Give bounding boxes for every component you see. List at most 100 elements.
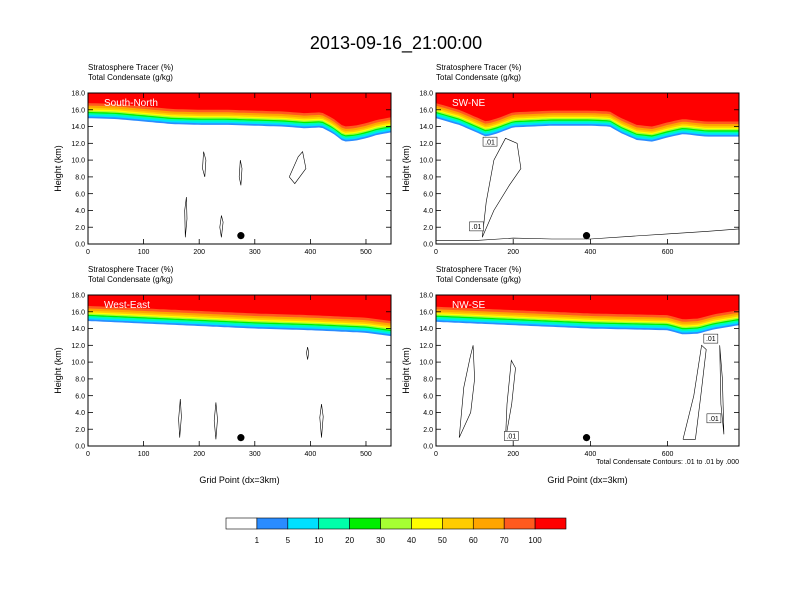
tracer-band-9 bbox=[436, 295, 739, 320]
panel-south-north: Stratosphere Tracer (%)Total Condensate … bbox=[53, 63, 392, 256]
y-tick-label: 0.0 bbox=[75, 444, 85, 451]
y-tick-label: 8.0 bbox=[423, 376, 433, 383]
condensate-contour-2 bbox=[306, 346, 310, 360]
panel-west-east: Stratosphere Tracer (%)Total Condensate … bbox=[53, 265, 392, 485]
location-marker bbox=[237, 434, 245, 442]
fill-field-label: Stratosphere Tracer (%) bbox=[88, 265, 174, 274]
colorbar-swatch bbox=[256, 517, 289, 530]
x-tick-label: 400 bbox=[585, 249, 597, 256]
x-tick-label: 200 bbox=[507, 249, 519, 256]
panel-name: NW-SE bbox=[452, 300, 485, 311]
y-tick-label: 18.0 bbox=[419, 91, 433, 98]
panel-frame bbox=[87, 294, 392, 447]
y-tick-label: 14.0 bbox=[419, 326, 433, 333]
colorbar-swatch bbox=[380, 517, 412, 530]
contour-label: .01 bbox=[472, 224, 482, 231]
y-tick-label: 2.0 bbox=[423, 225, 433, 232]
y-axis-label: Height (km) bbox=[401, 145, 411, 192]
y-tick-label: 6.0 bbox=[75, 191, 85, 198]
contour-label-box bbox=[703, 333, 719, 344]
condensate-contour-2 bbox=[682, 344, 707, 440]
colorbar: 1 5 10 20 30 40 50 60 70 100 bbox=[225, 517, 567, 545]
y-tick-label: 4.0 bbox=[75, 410, 85, 417]
condensate-contour-4 bbox=[289, 151, 307, 185]
contour-label-box bbox=[469, 221, 484, 232]
y-tick-label: 8.0 bbox=[423, 174, 433, 181]
y-tick-label: 6.0 bbox=[423, 393, 433, 400]
y-tick-label: 18.0 bbox=[419, 293, 433, 300]
contour-field-label: Total Condensate (g/kg) bbox=[436, 73, 521, 82]
colorbar-label: 100 bbox=[528, 536, 542, 545]
colorbar-label: 20 bbox=[345, 536, 354, 545]
y-tick-label: 10.0 bbox=[419, 158, 433, 165]
panel-nw-se: Stratosphere Tracer (%) Total Condensate … bbox=[401, 265, 740, 485]
contour-info: Total Condensate Contours: .01 to .01 by… bbox=[596, 459, 739, 466]
colorbar-label: 30 bbox=[376, 536, 385, 545]
tracer-band-9 bbox=[88, 295, 391, 321]
colorbar-swatch bbox=[411, 517, 443, 530]
y-tick-label: 12.0 bbox=[71, 343, 85, 350]
contour-label: .01 bbox=[485, 139, 495, 146]
y-tick-label: 8.0 bbox=[75, 174, 85, 181]
condensate-contour-1 bbox=[238, 160, 243, 186]
colorbar-label: 1 bbox=[255, 536, 260, 545]
y-tick-label: 0.0 bbox=[75, 242, 85, 249]
y-tick-label: 6.0 bbox=[423, 191, 433, 198]
y-tick-label: 10.0 bbox=[419, 360, 433, 367]
contour-field-label: Total Condensate (g/kg) bbox=[88, 275, 173, 284]
x-tick-label: 0 bbox=[434, 451, 438, 458]
chart-title: 2013-09-16_21:00:00 bbox=[310, 33, 482, 54]
x-axis-label: Grid Point (dx=3km) bbox=[547, 475, 627, 485]
panel-name: West-East bbox=[104, 300, 150, 311]
panel-frame bbox=[87, 92, 392, 245]
condensate-contour-0 bbox=[482, 137, 522, 238]
fill-field-label: Stratosphere Tracer (%) bbox=[436, 265, 522, 274]
colorbar-label: 10 bbox=[314, 536, 323, 545]
y-axis-label: Height (km) bbox=[53, 145, 63, 192]
panel-frame bbox=[435, 92, 740, 245]
x-tick-label: 600 bbox=[662, 451, 674, 458]
colorbar-label: 5 bbox=[286, 536, 291, 545]
y-tick-label: 2.0 bbox=[423, 427, 433, 434]
y-tick-label: 14.0 bbox=[71, 326, 85, 333]
fill-field-label: Stratosphere Tracer (%) bbox=[436, 63, 522, 72]
contour-label: .01 bbox=[506, 434, 516, 441]
fill-field-label: Stratosphere Tracer (%) bbox=[88, 63, 174, 72]
y-tick-label: 12.0 bbox=[419, 343, 433, 350]
y-tick-label: 0.0 bbox=[423, 444, 433, 451]
x-tick-label: 0 bbox=[86, 451, 90, 458]
contour-field-label: Total Condensate (g/kg) bbox=[88, 73, 173, 82]
y-tick-label: 18.0 bbox=[71, 293, 85, 300]
x-axis-label: Grid Point (dx=3km) bbox=[199, 475, 279, 485]
y-tick-label: 10.0 bbox=[71, 360, 85, 367]
x-tick-label: 400 bbox=[585, 451, 597, 458]
x-tick-label: 0 bbox=[434, 249, 438, 256]
x-tick-label: 400 bbox=[305, 451, 317, 458]
x-tick-label: 500 bbox=[360, 451, 372, 458]
y-axis-label: Height (km) bbox=[401, 347, 411, 394]
y-tick-label: 14.0 bbox=[71, 124, 85, 131]
contour-label-box bbox=[706, 413, 722, 424]
plot-area bbox=[88, 295, 391, 446]
y-tick-label: 16.0 bbox=[419, 107, 433, 114]
x-tick-label: 600 bbox=[662, 249, 674, 256]
y-tick-label: 0.0 bbox=[423, 242, 433, 249]
plot-area: .01 .01 .01 bbox=[436, 295, 739, 446]
x-tick-label: 200 bbox=[193, 451, 205, 458]
x-tick-label: 200 bbox=[193, 249, 205, 256]
panel-name: South-North bbox=[104, 98, 158, 109]
plot-area: .01 .01 bbox=[436, 93, 739, 244]
condensate-contour-0 bbox=[202, 151, 207, 177]
contour-label: .01 bbox=[706, 336, 716, 343]
tracer-band-9 bbox=[88, 93, 391, 127]
condensate-contour-3 bbox=[219, 215, 224, 238]
x-tick-label: 300 bbox=[249, 249, 261, 256]
panel-sw-ne: Stratosphere Tracer (%)Total Condensate … bbox=[401, 63, 740, 256]
condensate-contour-3 bbox=[719, 345, 725, 435]
y-tick-label: 2.0 bbox=[75, 225, 85, 232]
contour-label-box bbox=[504, 431, 519, 441]
x-tick-label: 100 bbox=[138, 249, 150, 256]
colorbar-swatch bbox=[318, 517, 350, 530]
y-tick-label: 4.0 bbox=[423, 208, 433, 215]
y-tick-label: 10.0 bbox=[71, 158, 85, 165]
